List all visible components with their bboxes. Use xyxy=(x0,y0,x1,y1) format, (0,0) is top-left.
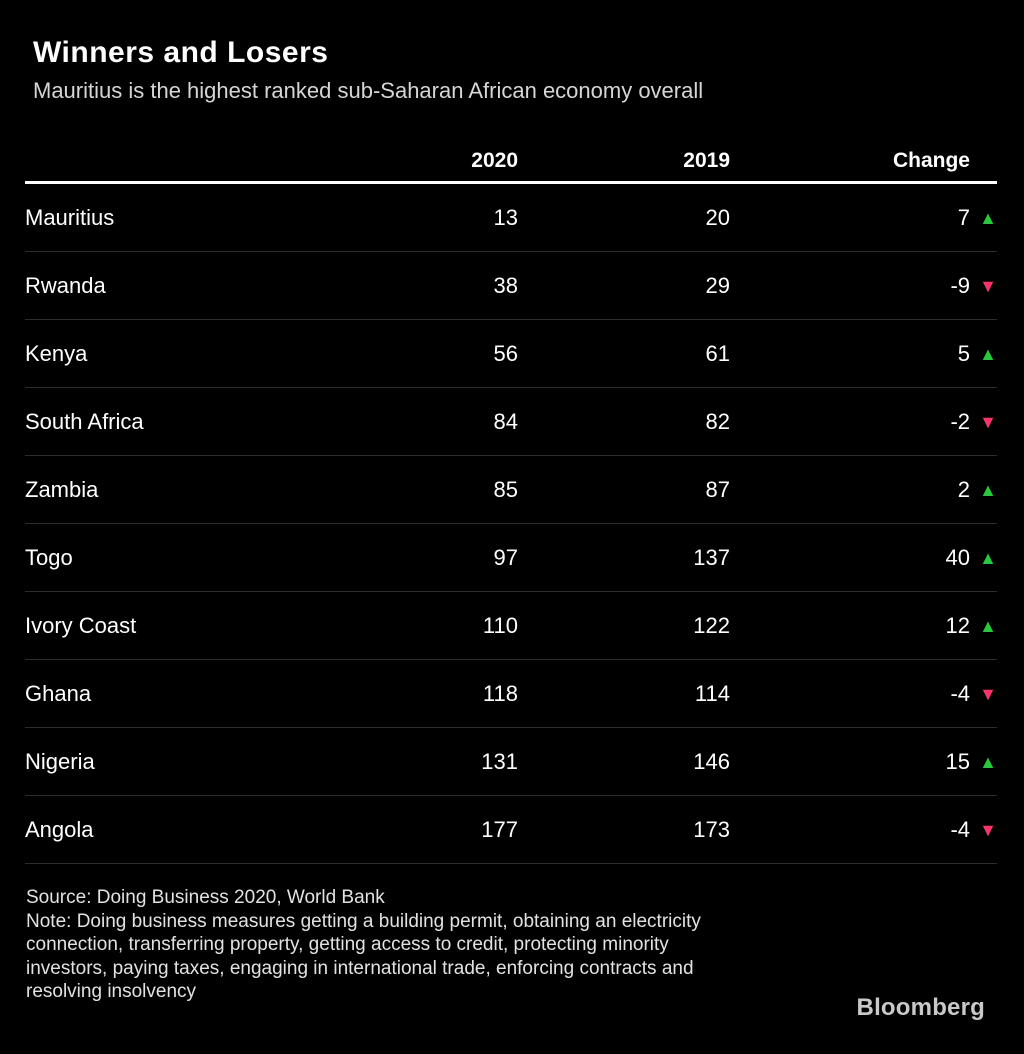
rank-2020-value: 56 xyxy=(493,340,518,366)
change-value: 12 xyxy=(945,612,970,638)
change-cell: 15 ▲ xyxy=(730,749,997,775)
change-value: -4 xyxy=(950,680,970,706)
table-row: Rwanda 38 29 -9 ▼ xyxy=(25,252,997,320)
rank-2020-value: 85 xyxy=(493,476,518,502)
rank-2020-value: 97 xyxy=(493,544,518,570)
table-row: Angola 177 173 -4 ▼ xyxy=(25,796,997,864)
change-arrow-icon: ▲ xyxy=(979,615,997,636)
page-title: Winners and Losers xyxy=(33,36,329,69)
rank-2020-value: 131 xyxy=(481,748,518,774)
footer: Source: Doing Business 2020, World Bank … xyxy=(26,886,997,1004)
table-row: Mauritius 13 20 7 ▲ xyxy=(25,184,997,252)
change-arrow-icon: ▼ xyxy=(979,411,997,432)
table-row: Kenya 56 61 5 ▲ xyxy=(25,320,997,388)
country-label: Ivory Coast xyxy=(25,612,137,638)
table-body: Mauritius 13 20 7 ▲ Rwanda 38 29 -9 ▼ Ke… xyxy=(25,184,997,864)
country-label: Rwanda xyxy=(25,272,106,298)
change-arrow-icon: ▼ xyxy=(979,819,997,840)
page-subtitle: Mauritius is the highest ranked sub-Saha… xyxy=(33,78,704,103)
change-value: 40 xyxy=(945,544,970,570)
change-cell: 7 ▲ xyxy=(730,205,997,231)
table-row: Ivory Coast 110 122 12 ▲ xyxy=(25,592,997,660)
column-header-change: Change xyxy=(892,148,970,172)
rank-2020-value: 84 xyxy=(493,408,518,434)
rank-2019-value: 61 xyxy=(705,340,730,366)
table-row: Zambia 85 87 2 ▲ xyxy=(25,456,997,524)
country-label: South Africa xyxy=(25,408,144,434)
change-arrow-icon: ▲ xyxy=(979,207,997,228)
country-label: Kenya xyxy=(25,340,88,366)
change-arrow-icon: ▼ xyxy=(979,683,997,704)
bloomberg-logo: Bloomberg xyxy=(856,994,985,1021)
change-arrow-icon: ▲ xyxy=(979,751,997,772)
country-label: Mauritius xyxy=(25,204,115,230)
change-cell: -4 ▼ xyxy=(730,681,997,707)
rank-2019-value: 122 xyxy=(693,612,730,638)
column-header-2019: 2019 xyxy=(683,148,730,172)
country-label: Nigeria xyxy=(25,748,95,774)
change-arrow-icon: ▲ xyxy=(979,343,997,364)
table-row: Nigeria 131 146 15 ▲ xyxy=(25,728,997,796)
country-label: Ghana xyxy=(25,680,92,706)
change-value: -2 xyxy=(950,408,970,434)
change-cell: 12 ▲ xyxy=(730,613,997,639)
country-label: Angola xyxy=(25,816,94,842)
note-text: Note: Doing business measures getting a … xyxy=(26,910,701,1003)
change-value: -9 xyxy=(950,272,970,298)
change-arrow-icon: ▼ xyxy=(979,275,997,296)
change-cell: 40 ▲ xyxy=(730,545,997,571)
column-header-2020: 2020 xyxy=(471,148,518,172)
rank-2019-value: 20 xyxy=(705,204,730,230)
rank-2020-value: 13 xyxy=(493,204,518,230)
rank-2019-value: 29 xyxy=(705,272,730,298)
table-header-row: 2020 2019 Change xyxy=(25,140,997,184)
country-label: Zambia xyxy=(25,476,99,502)
change-value: 2 xyxy=(957,476,970,502)
source-text: Source: Doing Business 2020, World Bank xyxy=(26,887,385,908)
change-cell: 5 ▲ xyxy=(730,341,997,367)
rank-2019-value: 87 xyxy=(705,476,730,502)
rank-2020-value: 38 xyxy=(493,272,518,298)
change-cell: 2 ▲ xyxy=(730,477,997,503)
rank-2019-value: 114 xyxy=(694,680,730,706)
change-cell: -4 ▼ xyxy=(730,817,997,843)
change-value: -4 xyxy=(950,816,970,842)
change-arrow-icon: ▲ xyxy=(979,547,997,568)
rank-2020-value: 118 xyxy=(482,680,518,706)
rank-2019-value: 137 xyxy=(693,544,730,570)
rank-2020-value: 177 xyxy=(481,816,518,842)
table-row: South Africa 84 82 -2 ▼ xyxy=(25,388,997,456)
change-value: 5 xyxy=(957,340,970,366)
change-value: 7 xyxy=(957,204,970,230)
change-cell: -9 ▼ xyxy=(730,273,997,299)
change-arrow-icon: ▲ xyxy=(979,479,997,500)
change-value: 15 xyxy=(945,748,970,774)
table-row: Togo 97 137 40 ▲ xyxy=(25,524,997,592)
rank-2020-value: 110 xyxy=(482,612,518,638)
rank-2019-value: 173 xyxy=(693,816,730,842)
country-label: Togo xyxy=(25,544,73,570)
rank-2019-value: 146 xyxy=(693,748,730,774)
rank-2019-value: 82 xyxy=(705,408,730,434)
change-cell: -2 ▼ xyxy=(730,409,997,435)
table-row: Ghana 118 114 -4 ▼ xyxy=(25,660,997,728)
